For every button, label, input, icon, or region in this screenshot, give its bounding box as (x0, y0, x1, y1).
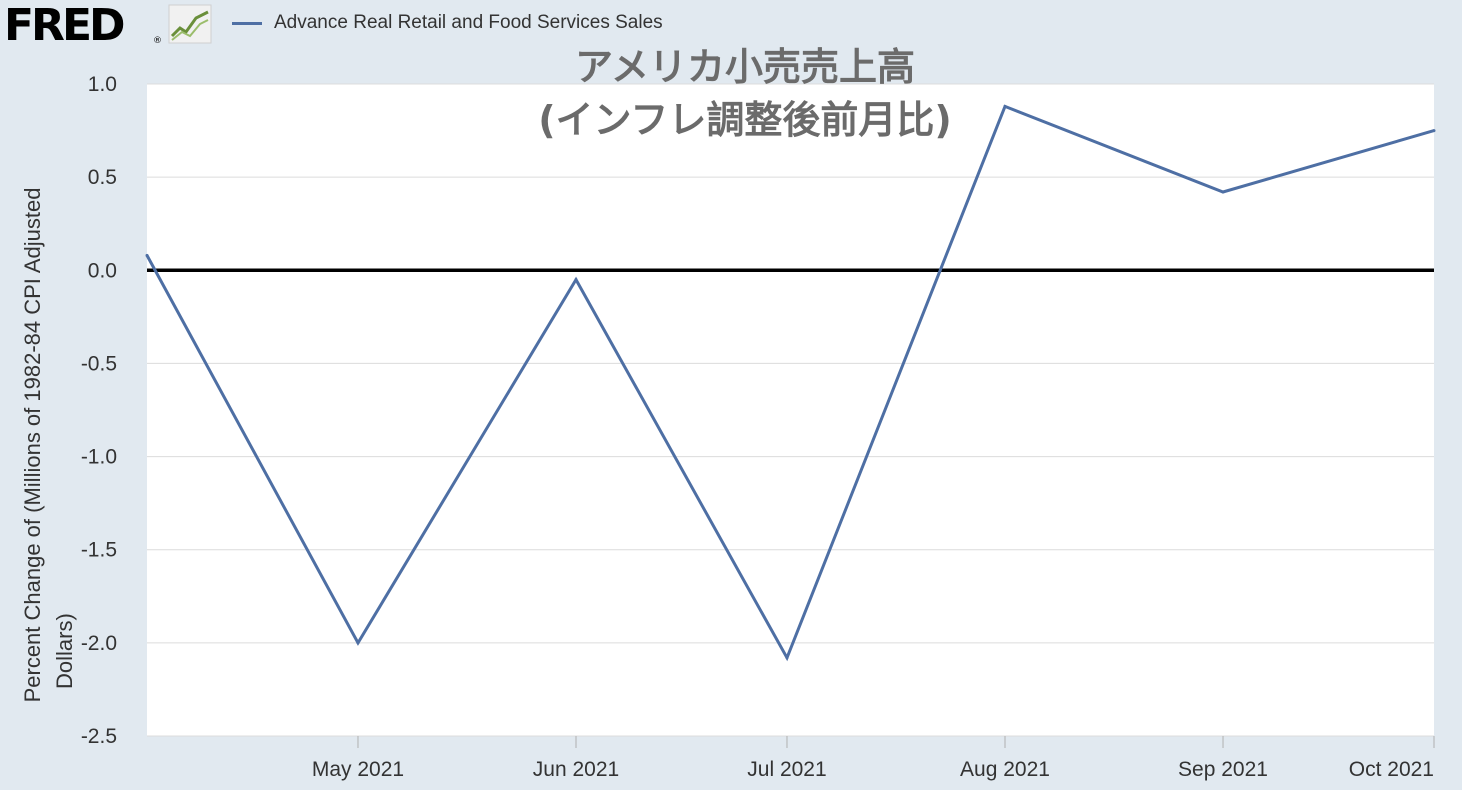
x-tick-label: May 2021 (312, 758, 404, 781)
data-point[interactable] (574, 278, 578, 282)
y-tick-label: -1.0 (81, 446, 117, 469)
chart-title-line-1: アメリカ小売売上高 (575, 45, 915, 89)
y-tick-label: 0.0 (88, 259, 117, 282)
y-tick-label: -2.5 (81, 725, 117, 748)
legend: Advance Real Retail and Food Services Sa… (232, 10, 663, 36)
chart-title-line-2: (インフレ調整後前月比) (538, 98, 952, 142)
registered-mark: ® (153, 36, 162, 46)
x-tick-label: Jul 2021 (747, 758, 826, 781)
plot-area (147, 84, 1434, 736)
x-tick-label: Sep 2021 (1178, 758, 1268, 781)
legend-label[interactable]: Advance Real Retail and Food Services Sa… (274, 12, 663, 33)
fred-logo[interactable]: FRED (4, 0, 126, 51)
y-axis: 1.0 0.5 0.0 -0.5 -1.0 -1.5 -2.0 -2.5 (81, 73, 117, 748)
y-tick-label: -1.5 (81, 539, 117, 562)
data-point[interactable] (1221, 190, 1225, 194)
data-point[interactable] (356, 641, 360, 645)
x-axis: May 2021 Jun 2021 Jul 2021 Aug 2021 Sep 2021… (312, 736, 1435, 781)
data-points (145, 104, 1436, 660)
x-tick-label: Aug 2021 (960, 758, 1050, 781)
data-point[interactable] (145, 253, 149, 257)
data-point[interactable] (1003, 104, 1007, 108)
y-axis-title-line-2: Dollars) (52, 613, 77, 689)
data-point[interactable] (1432, 129, 1436, 133)
legend-swatch (232, 21, 262, 25)
chart-line-icon (168, 4, 212, 44)
y-tick-label: -2.0 (81, 632, 117, 655)
y-tick-label: -0.5 (81, 352, 117, 375)
y-tick-label: 0.5 (88, 166, 117, 189)
y-axis-title: Percent Change of (Millions of 1982-84 C… (20, 188, 77, 703)
x-tick-label: Oct 2021 (1349, 758, 1434, 781)
y-tick-label: 1.0 (88, 73, 117, 96)
data-point[interactable] (785, 656, 789, 660)
y-axis-title-line-1: Percent Change of (Millions of 1982-84 C… (20, 188, 45, 703)
x-tick-label: Jun 2021 (533, 758, 619, 781)
